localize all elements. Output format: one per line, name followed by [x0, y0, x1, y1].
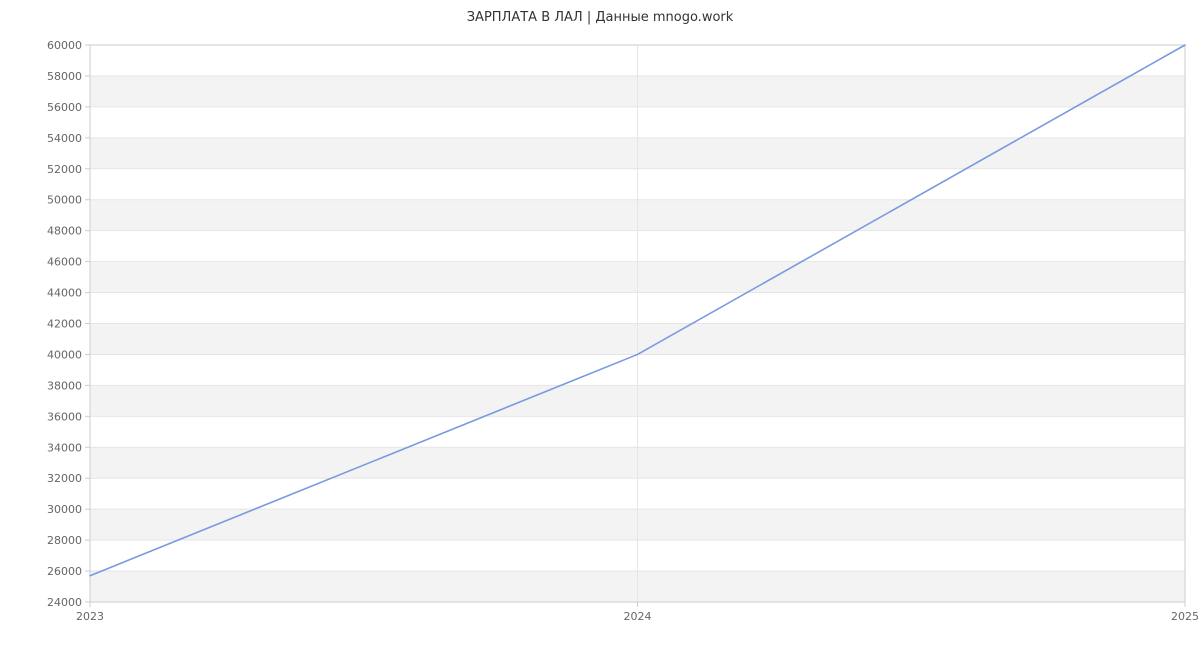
ytick-label: 52000 [47, 163, 82, 176]
xtick-label: 2025 [1171, 610, 1199, 623]
ytick-label: 24000 [47, 596, 82, 609]
ytick-label: 44000 [47, 287, 82, 300]
ytick-label: 28000 [47, 534, 82, 547]
ytick-label: 56000 [47, 101, 82, 114]
ytick-label: 38000 [47, 379, 82, 392]
xtick-label: 2024 [624, 610, 652, 623]
ytick-label: 40000 [47, 348, 82, 361]
ytick-label: 32000 [47, 472, 82, 485]
ytick-label: 34000 [47, 441, 82, 454]
ytick-label: 26000 [47, 565, 82, 578]
ytick-label: 50000 [47, 194, 82, 207]
ytick-label: 60000 [47, 39, 82, 52]
chart-svg: 24000 26000 28000 30000 32000 34000 36000 38000… [0, 30, 1200, 650]
chart-area: 24000 26000 28000 30000 32000 34000 36000 38000… [0, 30, 1200, 650]
ytick-label: 36000 [47, 410, 82, 423]
chart-title: ЗАРПЛАТА В ЛАЛ | Данные mnogo.work [0, 0, 1200, 30]
ytick-label: 54000 [47, 132, 82, 145]
ytick-label: 42000 [47, 318, 82, 331]
ytick-label: 58000 [47, 70, 82, 83]
ytick-label: 46000 [47, 256, 82, 269]
ytick-label: 48000 [47, 225, 82, 238]
xtick-label: 2023 [76, 610, 104, 623]
ytick-label: 30000 [47, 503, 82, 516]
